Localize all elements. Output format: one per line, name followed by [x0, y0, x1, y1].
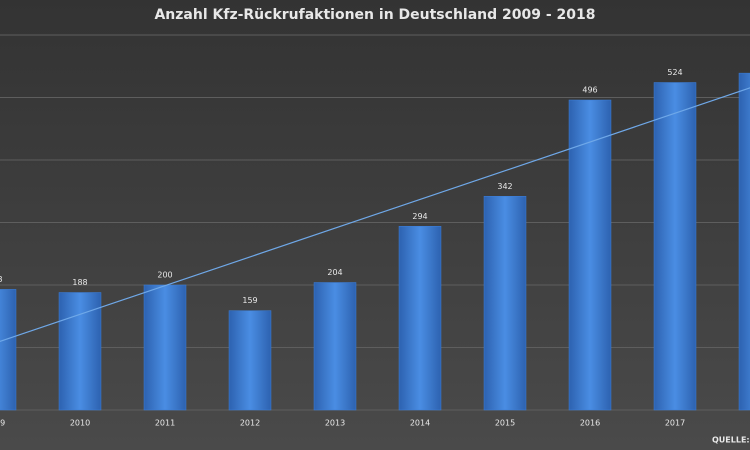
- bar: [653, 82, 697, 411]
- x-tick-label: 2015: [495, 419, 515, 428]
- data-label: 188: [72, 278, 87, 287]
- bar: [398, 226, 442, 411]
- x-tick-label: 2016: [580, 419, 600, 428]
- data-label: 342: [497, 182, 512, 191]
- bar: [313, 282, 357, 411]
- bar: [143, 284, 187, 411]
- data-label: 200: [157, 271, 172, 280]
- bar: [568, 99, 612, 411]
- x-tick-label: 2010: [70, 419, 90, 428]
- x-tick-label: 2009: [0, 419, 5, 428]
- bar: [228, 310, 272, 411]
- bar: [58, 292, 102, 411]
- data-label: 193: [0, 275, 3, 284]
- bar: [738, 72, 750, 411]
- bar: [0, 289, 17, 411]
- data-label: 496: [582, 86, 597, 95]
- trendline: [0, 87, 750, 343]
- x-tick-label: 2017: [665, 419, 685, 428]
- source: QUELLE: K: [712, 436, 750, 445]
- data-label: 294: [412, 212, 427, 221]
- chart-title: Anzahl Kfz-Rückrufaktionen in Deutschlan…: [154, 7, 595, 23]
- data-label: 159: [242, 296, 257, 305]
- data-label: 204: [327, 268, 342, 277]
- data-label: 524: [667, 68, 682, 77]
- x-tick-label: 2013: [325, 419, 345, 428]
- x-tick-label: 2011: [155, 419, 175, 428]
- x-tick-label: 2014: [410, 419, 430, 428]
- x-tick-label: 2012: [240, 419, 260, 428]
- bar: [483, 196, 527, 411]
